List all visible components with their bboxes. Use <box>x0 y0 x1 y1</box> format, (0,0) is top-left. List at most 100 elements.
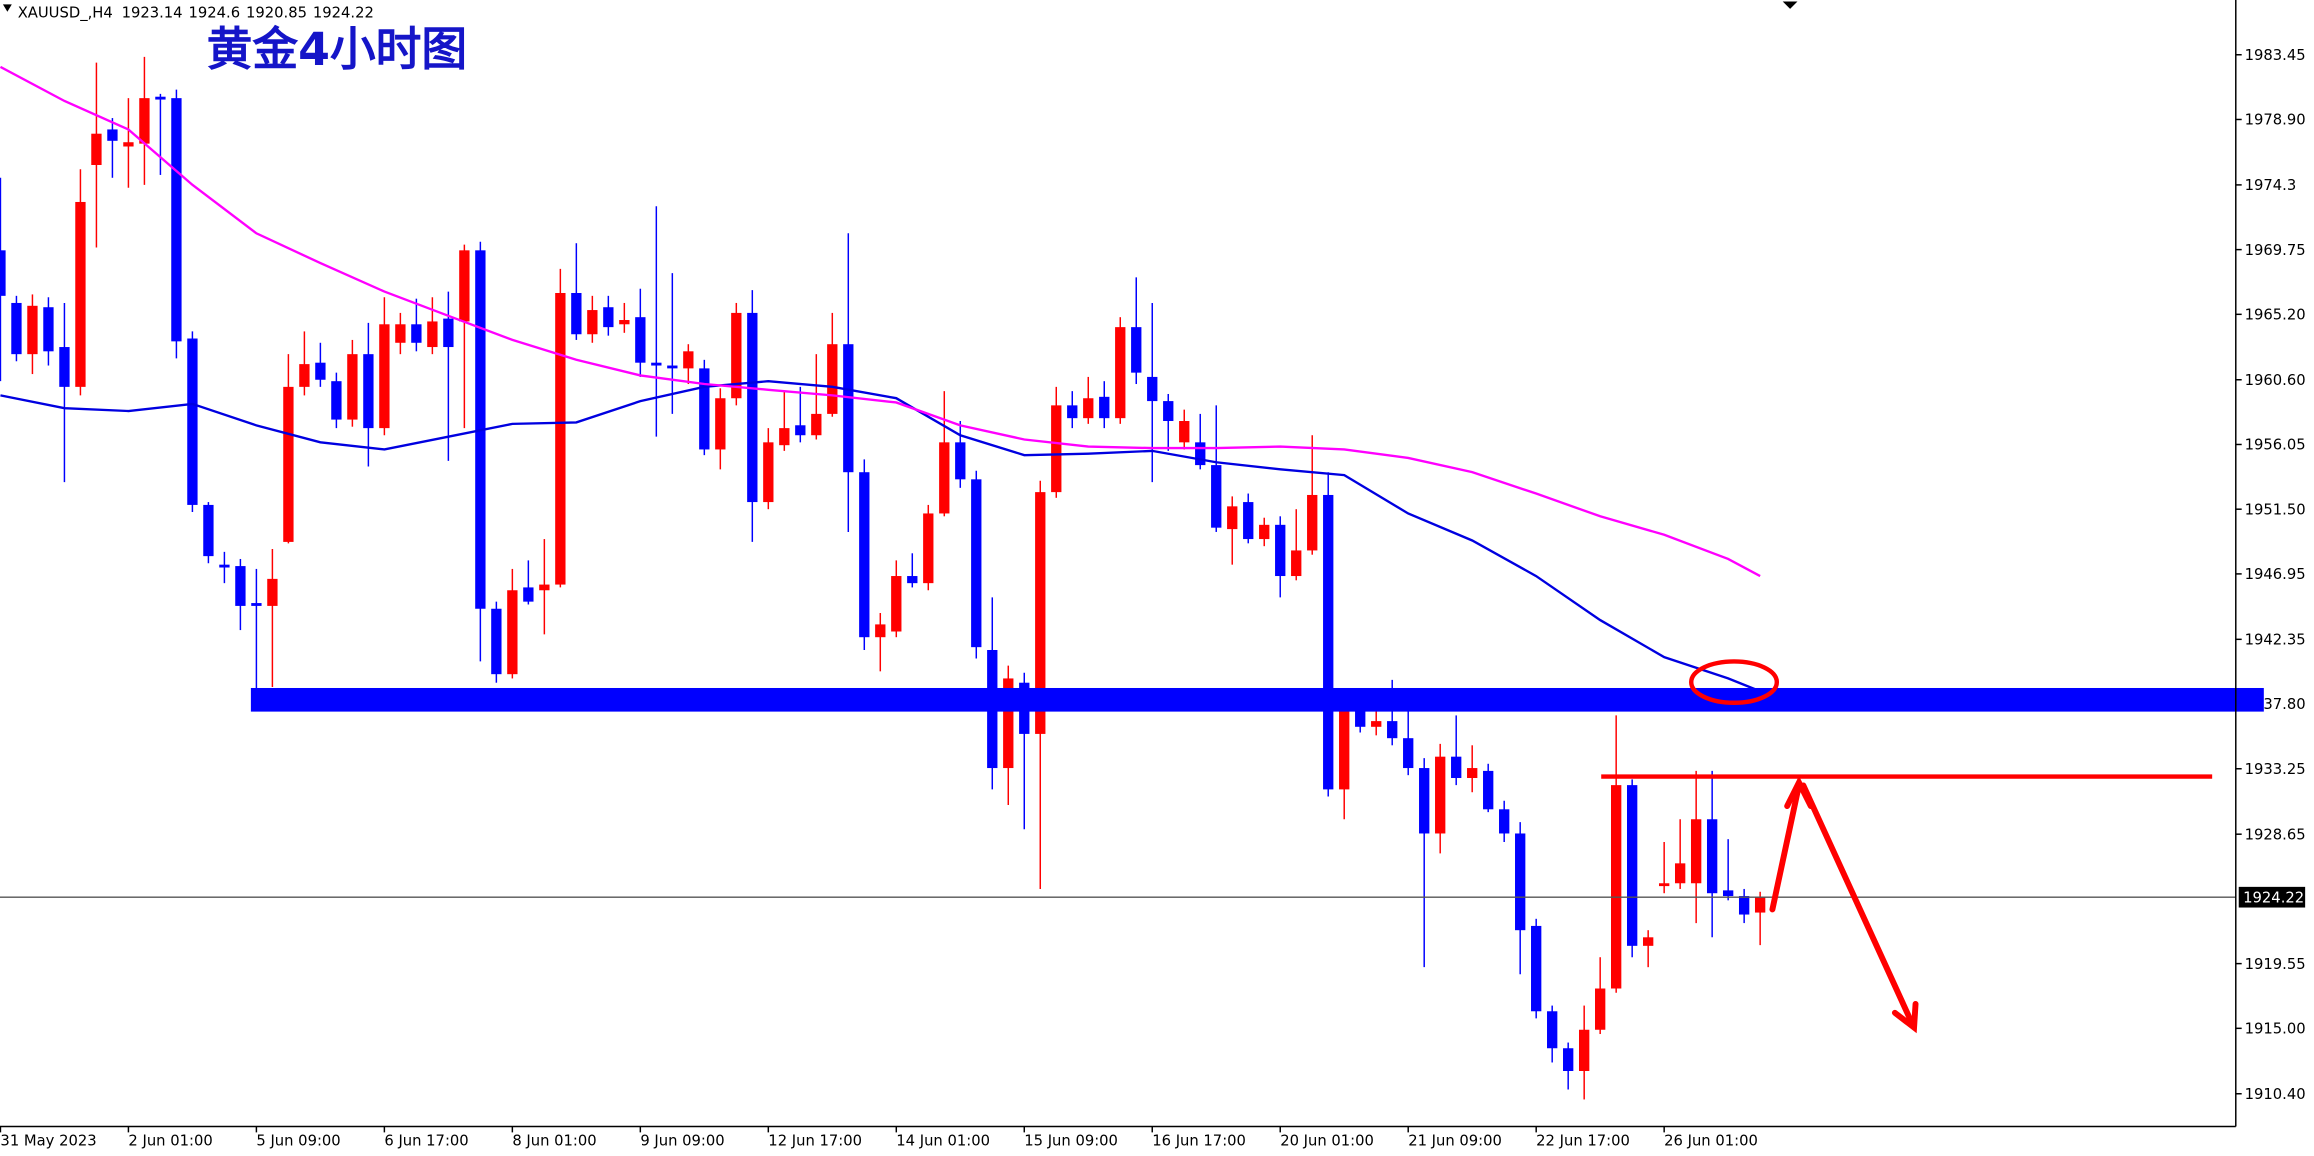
plot-area: 1983.45 1978.90 1974.3 1969.75 1965.20 1960.6… <box>0 47 2306 1150</box>
candle-body <box>827 344 838 414</box>
candle-body <box>1051 405 1062 493</box>
candle-body <box>747 312 758 503</box>
candle-body <box>875 624 886 638</box>
candle-body <box>651 362 662 366</box>
candle-body <box>491 608 502 675</box>
candle-body <box>939 442 950 514</box>
x-tick-label: 8 Jun 01:00 <box>512 1133 596 1150</box>
candle-body <box>43 307 54 352</box>
candle-body <box>1419 768 1430 834</box>
chart-title: 黄金4小时图 <box>207 23 468 76</box>
candle-body <box>331 381 342 420</box>
candle-body <box>1355 711 1366 727</box>
y-tick-label: 1928.65 <box>2245 826 2306 843</box>
moving-average <box>0 65 1761 578</box>
arrow-up <box>1769 782 1802 913</box>
candle-body <box>1642 937 1654 946</box>
candle-body <box>1067 405 1078 419</box>
candle-body <box>635 317 646 363</box>
candle-body <box>187 338 198 505</box>
y-tick-label: 1983.45 <box>2245 47 2306 64</box>
price-label-layer: 1924.22 <box>2238 886 2306 908</box>
x-tick-label: 20 Jun 01:00 <box>1280 1133 1374 1150</box>
candle-body <box>1259 524 1270 540</box>
arrow-down-head <box>1891 1000 1919 1034</box>
candle-body <box>731 312 742 399</box>
candle-body <box>811 413 822 436</box>
header-open: 1923.14 <box>122 5 183 22</box>
x-tick-label: 26 Jun 01:00 <box>1664 1133 1758 1150</box>
y-tick-label: 1974.3 <box>2245 177 2297 194</box>
candle-body <box>1706 819 1718 894</box>
y-tick-label: 1910.40 <box>2245 1086 2306 1103</box>
candle-body <box>539 584 550 591</box>
candle-body <box>1083 398 1094 419</box>
y-tick-label: 1919.55 <box>2245 956 2306 973</box>
candle-body <box>283 386 294 542</box>
candle-body <box>1179 421 1190 443</box>
y-tick-label: 1942.35 <box>2245 631 2306 648</box>
candle-body <box>107 129 118 141</box>
candle-body <box>267 578 278 606</box>
y-tick-label: 1946.95 <box>2245 566 2306 583</box>
candle-body <box>1483 770 1494 810</box>
candle-body <box>1547 1011 1558 1049</box>
candle-body <box>235 566 246 606</box>
y-tick-label: 1969.75 <box>2245 242 2306 259</box>
candle-body <box>587 310 598 335</box>
candle-body <box>699 368 710 450</box>
candle-body <box>59 347 70 387</box>
y-tick-label: 1960.60 <box>2245 372 2306 389</box>
header-high: 1924.6 <box>188 5 240 22</box>
candle-body <box>75 201 86 387</box>
candle-body <box>1499 809 1510 834</box>
candle-body <box>859 472 870 638</box>
candle-body <box>1211 465 1222 528</box>
header-close: 1924.22 <box>313 5 374 22</box>
y-tick-label: 1933.25 <box>2245 761 2306 778</box>
candle-body <box>971 479 982 648</box>
candle-body <box>555 292 566 585</box>
candle-body <box>955 442 966 480</box>
candle-body <box>1690 819 1702 884</box>
candle-body <box>1738 896 1750 915</box>
candle-body <box>1451 756 1462 779</box>
candle-body <box>1754 897 1766 913</box>
y-tick-label: 1956.05 <box>2245 437 2306 454</box>
candle-body <box>1435 756 1446 834</box>
candle-body <box>347 354 358 420</box>
x-tick-label: 14 Jun 01:00 <box>896 1133 990 1150</box>
candle-body <box>1339 711 1350 790</box>
x-tick-label: 15 Jun 09:00 <box>1024 1133 1118 1150</box>
candle-body <box>1595 988 1606 1030</box>
candle-body <box>507 590 518 675</box>
candle-body <box>251 603 262 606</box>
candle-body <box>1323 494 1334 790</box>
candle-body <box>1115 327 1126 419</box>
candle-body <box>1275 524 1286 577</box>
symbol: XAUUSD_,H4 <box>18 5 113 22</box>
candle-body <box>1147 376 1158 402</box>
candle-body <box>571 292 582 335</box>
candle-body <box>379 324 390 429</box>
candle-body <box>683 351 694 369</box>
x-tick-label: 21 Jun 09:00 <box>1408 1133 1502 1150</box>
current-price-box <box>2238 886 2306 908</box>
candle-body <box>459 250 470 322</box>
candle-body <box>843 344 854 473</box>
candle-body <box>27 305 38 355</box>
candle-body <box>923 513 934 584</box>
candle-body <box>1291 550 1302 577</box>
moving-average <box>0 380 1761 693</box>
candle-body <box>123 142 134 147</box>
header-low: 1920.85 <box>246 5 307 22</box>
header-info: XAUUSD_,H4 1923.14 1924.6 1920.85 1924.22 <box>18 5 374 22</box>
candle-body <box>1227 506 1238 530</box>
candle-body <box>619 320 630 325</box>
candle-body <box>1403 738 1414 769</box>
y-tick-label: 1951.50 <box>2245 501 2306 518</box>
candle-body <box>1658 883 1670 887</box>
current-price-label: 1924.22 <box>2243 889 2304 906</box>
candle-body <box>795 425 806 436</box>
